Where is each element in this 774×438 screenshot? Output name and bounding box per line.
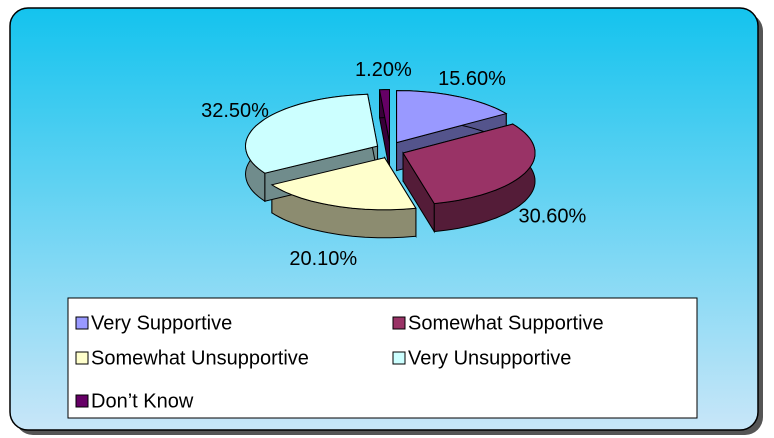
legend-swatch	[75, 316, 89, 330]
pie: 15.60% 30.60% 20.10% 32.50% 1.20%	[201, 59, 586, 270]
data-label: 32.50%	[201, 100, 269, 122]
data-label: 1.20%	[355, 59, 412, 81]
slice	[378, 89, 391, 142]
data-label: 20.10%	[289, 248, 357, 270]
legend-swatch	[75, 394, 89, 408]
slice	[396, 90, 508, 144]
legend-label: Don’t Know	[91, 390, 194, 412]
legend-label: Very Supportive	[91, 312, 232, 334]
legend-swatch	[75, 351, 89, 365]
data-label: 15.60%	[438, 68, 506, 90]
legend-label: Somewhat Supportive	[408, 312, 604, 334]
legend-swatch	[392, 351, 406, 365]
legend-label: Somewhat Unsupportive	[91, 347, 309, 369]
slice	[244, 93, 379, 174]
legend	[67, 297, 698, 419]
legend-swatch	[392, 316, 406, 330]
data-label: 30.60%	[518, 206, 586, 228]
legend-items: Very Supportive Somewhat Supportive Somewh…	[75, 312, 604, 412]
slice	[270, 157, 417, 211]
slice	[402, 123, 536, 205]
legend-label: Very Unsupportive	[408, 347, 571, 369]
